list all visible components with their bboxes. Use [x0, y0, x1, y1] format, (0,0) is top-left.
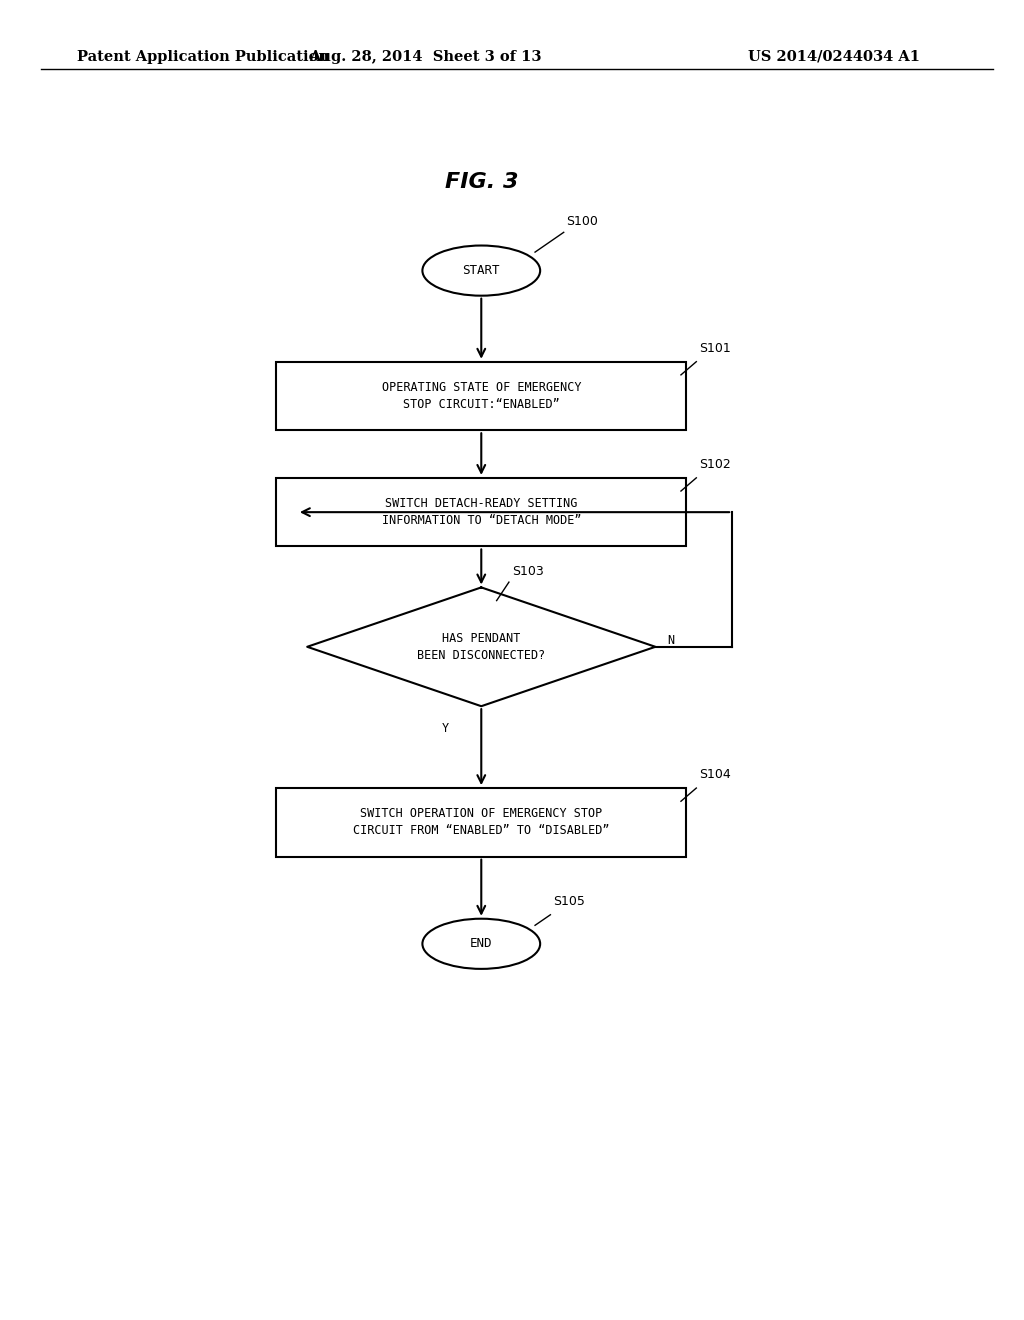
- Text: HAS PENDANT
BEEN DISCONNECTED?: HAS PENDANT BEEN DISCONNECTED?: [417, 632, 546, 661]
- Text: S100: S100: [565, 215, 598, 228]
- Bar: [276, 788, 686, 857]
- Bar: [276, 478, 686, 546]
- Text: S105: S105: [553, 895, 586, 908]
- Text: Aug. 28, 2014  Sheet 3 of 13: Aug. 28, 2014 Sheet 3 of 13: [308, 50, 542, 63]
- Text: OPERATING STATE OF EMERGENCY
STOP CIRCUIT:“ENABLED”: OPERATING STATE OF EMERGENCY STOP CIRCUI…: [382, 381, 581, 411]
- Text: S103: S103: [512, 565, 544, 578]
- Text: US 2014/0244034 A1: US 2014/0244034 A1: [748, 50, 920, 63]
- Text: SWITCH DETACH-READY SETTING
INFORMATION TO “DETACH MODE”: SWITCH DETACH-READY SETTING INFORMATION …: [382, 498, 581, 527]
- Text: FIG. 3: FIG. 3: [444, 172, 518, 193]
- Text: END: END: [470, 937, 493, 950]
- Text: Y: Y: [442, 722, 449, 735]
- Text: Patent Application Publication: Patent Application Publication: [77, 50, 329, 63]
- Text: N: N: [668, 634, 675, 647]
- Text: S101: S101: [699, 342, 731, 355]
- Text: SWITCH OPERATION OF EMERGENCY STOP
CIRCUIT FROM “ENABLED” TO “DISABLED”: SWITCH OPERATION OF EMERGENCY STOP CIRCU…: [353, 808, 609, 837]
- Bar: [276, 362, 686, 430]
- Text: S102: S102: [699, 458, 731, 471]
- Text: START: START: [463, 264, 500, 277]
- Text: S104: S104: [699, 768, 731, 781]
